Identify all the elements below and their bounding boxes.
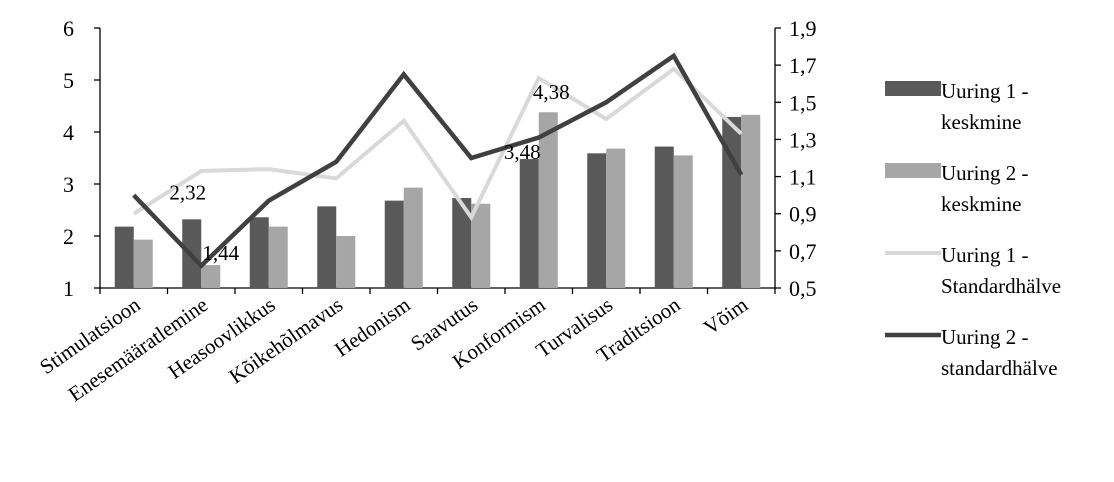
right-tick-label: 0,7 <box>789 239 817 264</box>
bar <box>336 236 356 288</box>
chart-axes: 1 2 3 4 5 6 0,5 0,7 0,9 1,1 1,3 1,5 1,7 1,9 <box>63 16 817 301</box>
bar <box>133 239 153 288</box>
bar <box>452 198 472 288</box>
legend-label: Uuring 2 - <box>941 161 1029 185</box>
chart-legend: Uuring 1 - keskmine Uuring 2 - keskmine Uuri… <box>885 79 1061 380</box>
bar <box>201 265 221 288</box>
legend-label: Standardhälve <box>941 274 1061 298</box>
data-label: 2,32 <box>169 180 206 204</box>
left-tick-label: 2 <box>63 224 74 249</box>
legend-label: keskmine <box>941 110 1021 134</box>
data-label: 3,48 <box>504 140 541 164</box>
left-tick-label: 5 <box>63 68 74 93</box>
bar <box>722 116 742 288</box>
bar <box>519 159 539 288</box>
left-tick-label: 6 <box>63 16 74 41</box>
category-label: Kõikehõlmavus <box>224 292 347 388</box>
bar <box>538 112 558 289</box>
series-line <box>132 52 744 269</box>
legend-swatch <box>885 163 941 178</box>
category-label: Võim <box>699 292 752 339</box>
left-tick-label: 1 <box>63 276 74 301</box>
right-tick-label: 1,1 <box>789 165 817 190</box>
right-tick-label: 0,5 <box>789 276 817 301</box>
bar <box>249 217 269 288</box>
right-tick-label: 1,7 <box>789 53 817 78</box>
legend-label: standardhälve <box>941 356 1058 380</box>
bar <box>741 114 761 288</box>
chart-bars <box>114 112 761 289</box>
bar <box>673 155 693 288</box>
left-tick-label: 3 <box>63 172 74 197</box>
bar <box>317 206 337 288</box>
right-tick-label: 1,9 <box>789 16 817 41</box>
bar <box>384 200 404 288</box>
series-line <box>132 66 743 222</box>
bar <box>114 226 134 288</box>
bar <box>268 226 288 288</box>
legend-label: Uuring 2 - <box>941 325 1029 349</box>
legend-swatch <box>885 81 941 96</box>
left-tick-label: 4 <box>63 120 74 145</box>
bar <box>587 153 607 288</box>
category-label: Hedonism <box>330 292 414 361</box>
bar <box>654 146 674 288</box>
bar <box>403 187 423 288</box>
data-label: 1,44 <box>202 241 239 265</box>
right-tick-label: 1,3 <box>789 127 817 152</box>
right-tick-label: 1,5 <box>789 90 817 115</box>
bar <box>471 203 491 288</box>
chart-data-labels: 2,32 1,44 3,48 4,38 <box>169 80 569 265</box>
right-tick-label: 0,9 <box>789 202 817 227</box>
data-label: 4,38 <box>533 80 570 104</box>
legend-label: Uuring 1 - <box>941 79 1029 103</box>
chart-lines <box>132 52 744 269</box>
bar <box>606 148 626 288</box>
legend-label: keskmine <box>941 192 1021 216</box>
legend-label: Uuring 1 - <box>941 243 1029 267</box>
category-labels: StimulatsioonEnesemääratlemineHeasoovlik… <box>35 292 752 406</box>
